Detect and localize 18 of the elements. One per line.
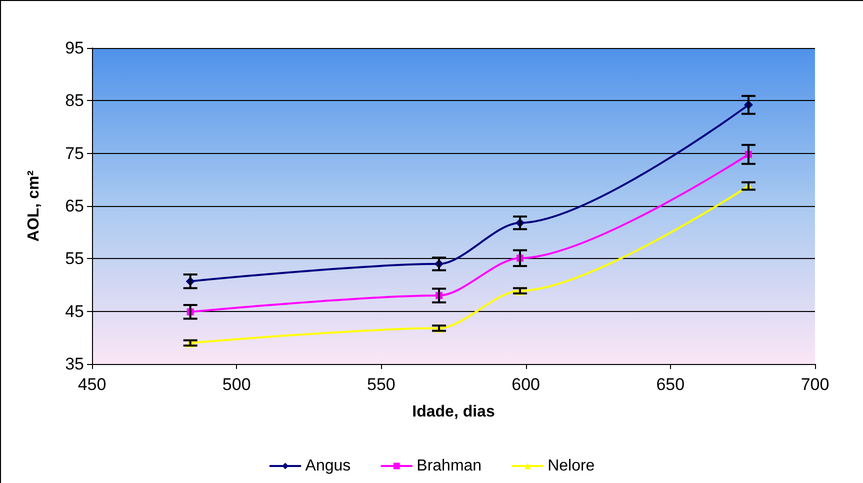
y-tick-label: 45 <box>65 302 84 321</box>
y-tick-label: 85 <box>65 91 84 110</box>
y-tick-label: 55 <box>65 249 84 268</box>
x-tick-label: 650 <box>656 375 685 394</box>
y-axis-title: AOL, cm² <box>26 170 42 242</box>
legend-label: Brahman <box>416 458 482 474</box>
legend-label: Angus <box>305 458 351 474</box>
y-tick-label: 95 <box>65 38 84 58</box>
x-axis-title: Idade, dias <box>412 404 495 420</box>
y-tick-label: 75 <box>65 144 84 163</box>
y-tick-label: 35 <box>65 354 84 374</box>
x-tick-label: 450 <box>78 375 106 394</box>
x-tick-label: 500 <box>222 375 251 394</box>
x-tick-label: 550 <box>367 375 396 394</box>
x-tick-label: 600 <box>512 375 540 394</box>
x-tick-label: 700 <box>800 375 830 394</box>
y-tick-label: 65 <box>65 196 84 216</box>
legend-label: Nelore <box>548 458 595 474</box>
